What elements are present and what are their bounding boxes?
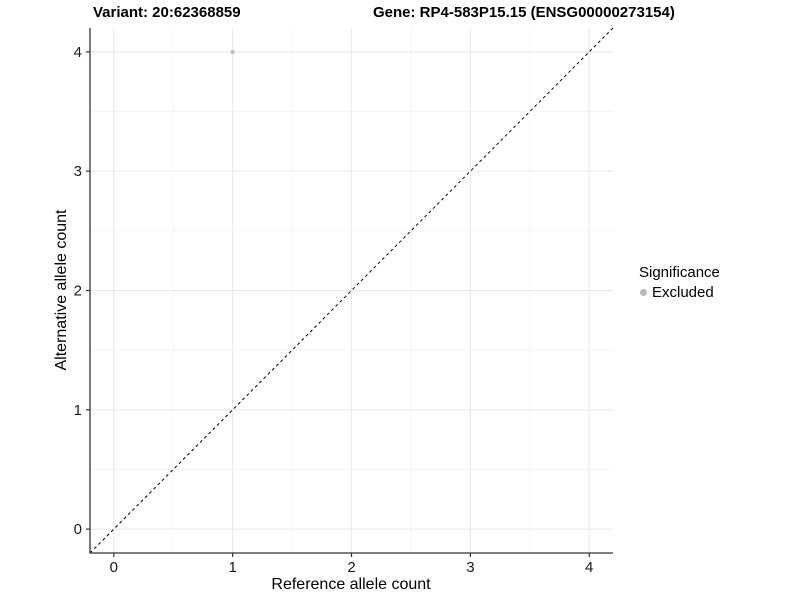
- legend-title: Significance: [639, 264, 720, 281]
- y-tick-label: 4: [74, 44, 82, 61]
- legend-item-label: Excluded: [652, 284, 714, 301]
- y-tick-label: 3: [74, 163, 82, 180]
- x-tick-label: 4: [585, 559, 593, 576]
- x-tick-label: 0: [110, 559, 118, 576]
- x-tick-label: 2: [347, 559, 355, 576]
- y-tick-label: 0: [74, 521, 82, 538]
- data-point: [230, 49, 235, 54]
- legend: Significance Excluded: [639, 264, 720, 301]
- x-tick-label: 3: [466, 559, 474, 576]
- y-tick-label: 2: [74, 283, 82, 300]
- x-axis-label: Reference allele count: [271, 576, 431, 593]
- legend-point-icon: [640, 289, 647, 296]
- plot-title-gene: Gene: RP4-583P15.15 (ENSG00000273154): [373, 4, 675, 21]
- legend-item-excluded: Excluded: [639, 284, 720, 301]
- x-tick-label: 1: [228, 559, 236, 576]
- plot-title-variant: Variant: 20:62368859: [93, 4, 241, 21]
- y-tick-label: 1: [74, 402, 82, 419]
- y-axis-label: Alternative allele count: [53, 209, 70, 371]
